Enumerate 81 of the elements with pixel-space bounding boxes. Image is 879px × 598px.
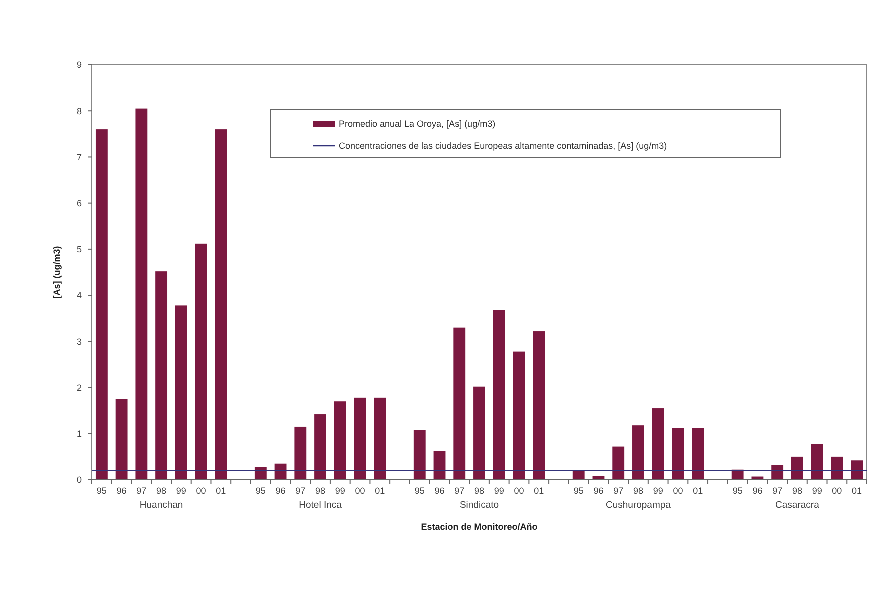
x-tick-label: 98 (156, 486, 167, 496)
x-tick-label: 98 (792, 486, 802, 496)
x-tick-label: 00 (832, 486, 842, 496)
text: Casaracra (776, 500, 820, 511)
x-tick-label: 97 (136, 486, 147, 496)
x-tick-label: 96 (594, 486, 604, 496)
bar (314, 414, 326, 480)
bar (612, 446, 625, 480)
x-tick-label: 97 (454, 486, 465, 496)
x-tick-label: 96 (434, 486, 445, 496)
bar (96, 130, 108, 480)
bar (454, 328, 466, 480)
x-tick-label: 01 (852, 486, 862, 496)
x-tick-label: 96 (752, 486, 763, 496)
x-tick-label: 00 (355, 486, 366, 496)
y-tick-label: 6 (76, 198, 82, 208)
y-tick-label: 8 (76, 106, 82, 116)
bar (811, 444, 824, 480)
bar (116, 399, 128, 480)
bar (354, 398, 366, 480)
x-tick-label: 01 (375, 486, 386, 496)
y-tick-label: 0 (76, 475, 82, 486)
bar (672, 428, 684, 480)
bar (474, 386, 486, 480)
text: Sindicato (460, 500, 500, 511)
text: Hotel Inca (299, 500, 343, 511)
x-tick-label: 01 (216, 486, 226, 496)
y-tick-label: 5 (76, 244, 82, 255)
bar (334, 402, 346, 480)
bar (175, 306, 188, 480)
y-tick-label: 9 (76, 60, 82, 70)
x-tick-label: 95 (256, 486, 266, 496)
x-tick-label: 98 (633, 486, 644, 496)
bar (851, 460, 864, 480)
x-tick-label: 96 (276, 486, 286, 496)
x-tick-label: 96 (116, 486, 127, 496)
x-tick-label: 95 (732, 486, 743, 496)
bar (414, 430, 426, 480)
bar (136, 108, 148, 480)
y-tick-label: 1 (76, 429, 82, 440)
x-tick-label: 97 (614, 486, 624, 496)
bar (831, 456, 844, 480)
x-tick-label: 98 (474, 486, 485, 496)
x-tick-label: 95 (414, 486, 425, 496)
y-axis-title: [As] (ug/m3) (52, 246, 62, 299)
x-tick-label: 00 (514, 486, 524, 496)
x-tick-label: 00 (196, 486, 206, 496)
text: Huanchan (140, 500, 184, 511)
bar (791, 456, 804, 480)
bar (215, 130, 228, 480)
legend-label: Promedio anual La Oroya, [As] (ug/m3) (339, 119, 496, 130)
bar (294, 426, 307, 480)
bar (374, 398, 386, 480)
bar (692, 428, 704, 480)
bar (493, 310, 506, 480)
x-tick-label: 95 (574, 486, 584, 496)
x-tick-label: 95 (96, 486, 107, 496)
x-tick-label: 99 (176, 486, 186, 496)
x-tick-label: 01 (693, 486, 704, 496)
bar (632, 426, 644, 480)
bar (195, 244, 208, 480)
x-axis-title: Estacion de Monitoreo/Año (421, 522, 538, 532)
x-tick-label: 97 (296, 486, 306, 496)
x-tick-label: 01 (534, 486, 544, 496)
y-tick-label: 2 (76, 382, 82, 393)
y-tick-label: 4 (76, 290, 82, 301)
x-tick-label: 99 (494, 486, 504, 496)
bar (156, 272, 168, 480)
x-tick-label: 00 (673, 486, 684, 496)
bar (533, 332, 546, 480)
legend-label: Concentraciones de las ciudades Europeas altamente contaminadas, [As] (ug/m3) (339, 141, 668, 152)
x-tick-label: 97 (772, 486, 783, 496)
y-tick-label: 3 (76, 336, 82, 347)
bar (513, 352, 526, 480)
bar (652, 408, 664, 480)
x-tick-label: 99 (653, 486, 664, 496)
x-tick-label: 98 (316, 486, 326, 496)
text: Cushuropampa (606, 500, 672, 511)
y-tick-label: 7 (76, 152, 82, 162)
x-tick-label: 99 (335, 486, 346, 496)
x-tick-label: 99 (812, 486, 822, 496)
